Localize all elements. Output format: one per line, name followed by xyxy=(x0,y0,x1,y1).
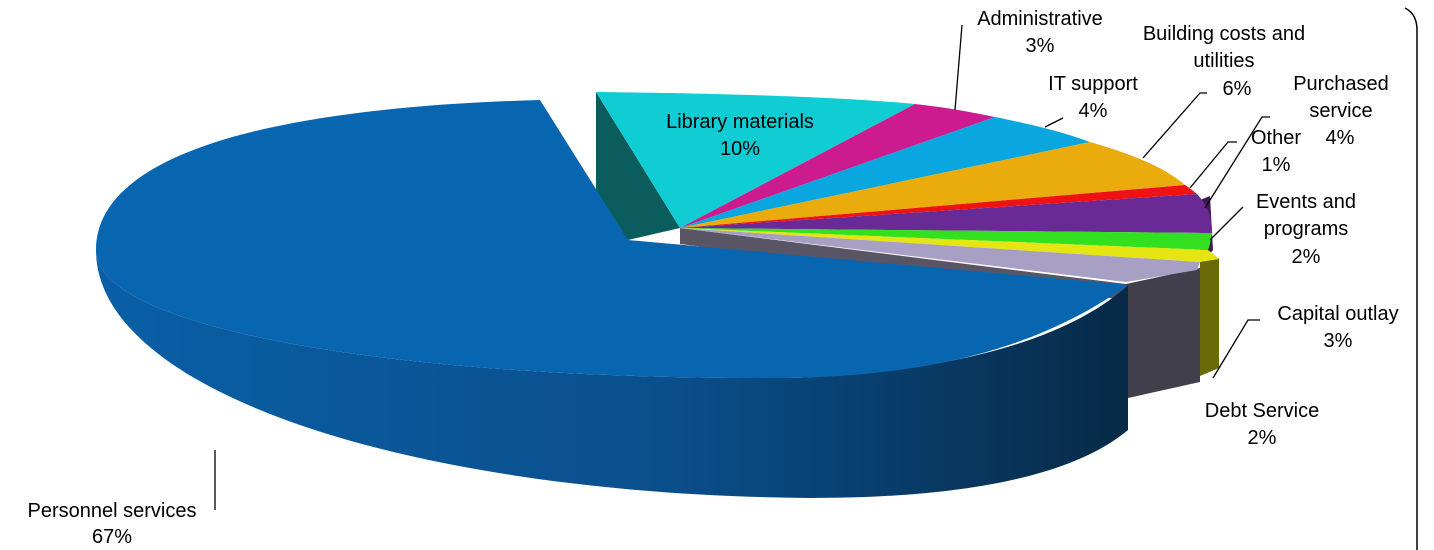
slice-side-capital-outlay xyxy=(1200,258,1219,376)
label-capital-outlay-name: Capital outlay xyxy=(1277,303,1398,325)
label-purchased-service-name-2: service xyxy=(1309,100,1372,122)
label-events-programs: Events and programs 2% xyxy=(1256,191,1356,268)
label-capital-outlay: Capital outlay 3% xyxy=(1277,303,1398,352)
slice-top-purchased-service xyxy=(680,194,1212,233)
label-it-support-name: IT support xyxy=(1048,73,1138,95)
label-other-pct: 1% xyxy=(1262,154,1291,176)
slice-top-personnel-services xyxy=(96,100,1128,379)
label-it-support: IT support 4% xyxy=(1048,73,1138,122)
slice-side-personnel-services xyxy=(96,250,1128,498)
label-building-costs-name-2: utilities xyxy=(1193,50,1254,72)
leader-other xyxy=(1189,141,1237,189)
leader-administrative xyxy=(954,24,963,111)
slice-top-administrative xyxy=(680,104,995,228)
label-purchased-service-pct: 4% xyxy=(1326,127,1355,149)
label-debt-service: Debt Service 2% xyxy=(1205,400,1320,449)
label-events-programs-pct: 2% xyxy=(1292,246,1321,268)
label-capital-outlay-pct: 3% xyxy=(1324,330,1353,352)
label-debt-service-name: Debt Service xyxy=(1205,400,1320,422)
label-debt-service-pct: 2% xyxy=(1248,427,1277,449)
leader-building-costs xyxy=(1142,92,1207,159)
label-purchased-service: Purchased service 4% xyxy=(1293,73,1389,149)
slice-side-debt-service xyxy=(1126,268,1200,398)
leader-it-support xyxy=(1044,117,1064,128)
label-events-programs-name-2: programs xyxy=(1264,218,1348,240)
label-library-materials-name: Library materials xyxy=(666,111,814,133)
label-library-materials-pct: 10% xyxy=(720,138,760,160)
label-other-name: Other xyxy=(1251,127,1301,149)
label-building-costs: Building costs and utilities 6% xyxy=(1143,23,1305,100)
label-administrative-name: Administrative xyxy=(977,8,1103,30)
label-it-support-pct: 4% xyxy=(1079,100,1108,122)
label-other: Other 1% xyxy=(1251,127,1301,176)
slice-top-capital-outlay xyxy=(680,228,1219,262)
label-library-materials: Library materials 10% xyxy=(666,111,814,160)
slice-top-building-costs xyxy=(680,142,1185,228)
slice-top-events-programs xyxy=(680,228,1212,250)
leader-purchased-service xyxy=(1204,116,1270,209)
slice-top-it-support xyxy=(680,117,1090,228)
label-administrative: Administrative 3% xyxy=(977,8,1103,57)
label-events-programs-name-1: Events and xyxy=(1256,191,1356,213)
label-personnel-services: Personnel services 67% xyxy=(28,500,197,548)
leader-capital-outlay xyxy=(1212,319,1260,379)
label-building-costs-name-1: Building costs and xyxy=(1143,23,1305,45)
leader-events-programs xyxy=(1209,206,1244,241)
label-building-costs-pct: 6% xyxy=(1223,78,1252,100)
slice-top-debt-service xyxy=(680,228,1200,282)
slice-top-library-materials xyxy=(596,92,915,228)
slice-top-other xyxy=(680,185,1197,228)
slice-side-library-materials xyxy=(596,92,680,240)
label-personnel-services-pct: 67% xyxy=(92,526,132,548)
label-personnel-services-name: Personnel services xyxy=(28,500,197,522)
label-purchased-service-name-1: Purchased xyxy=(1293,73,1389,95)
label-administrative-pct: 3% xyxy=(1026,35,1055,57)
chart-frame xyxy=(1404,7,1418,550)
